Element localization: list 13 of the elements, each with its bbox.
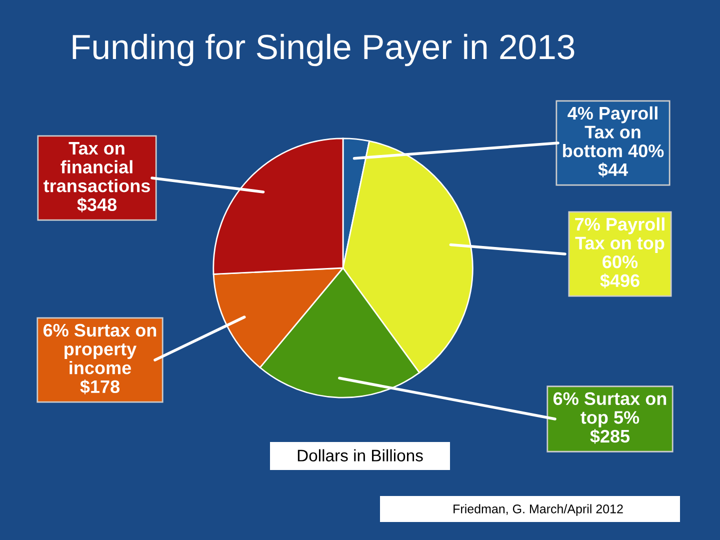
- slice-label: 4% Payroll Tax on bottom 40%: [563, 106, 664, 158]
- slice-label: 7% Payroll Tax on top 60%: [575, 217, 664, 268]
- slice-label: Tax on financial transactions: [44, 142, 150, 192]
- data-label: $44: [598, 162, 628, 178]
- chart-title: Funding for Single Payer in 2013: [72, 34, 574, 66]
- data-label: $348: [77, 197, 117, 212]
- data-label: $285: [590, 429, 630, 444]
- slice-label: 6% Surtax on top 5%: [553, 392, 666, 428]
- slice-label: 6% Surtax on property income: [43, 324, 156, 374]
- text: Friedman, G. March/April 2012: [454, 504, 623, 516]
- data-label: $496: [600, 273, 640, 288]
- text: Dollars in Billions: [298, 449, 423, 462]
- data-label: $178: [80, 379, 120, 394]
